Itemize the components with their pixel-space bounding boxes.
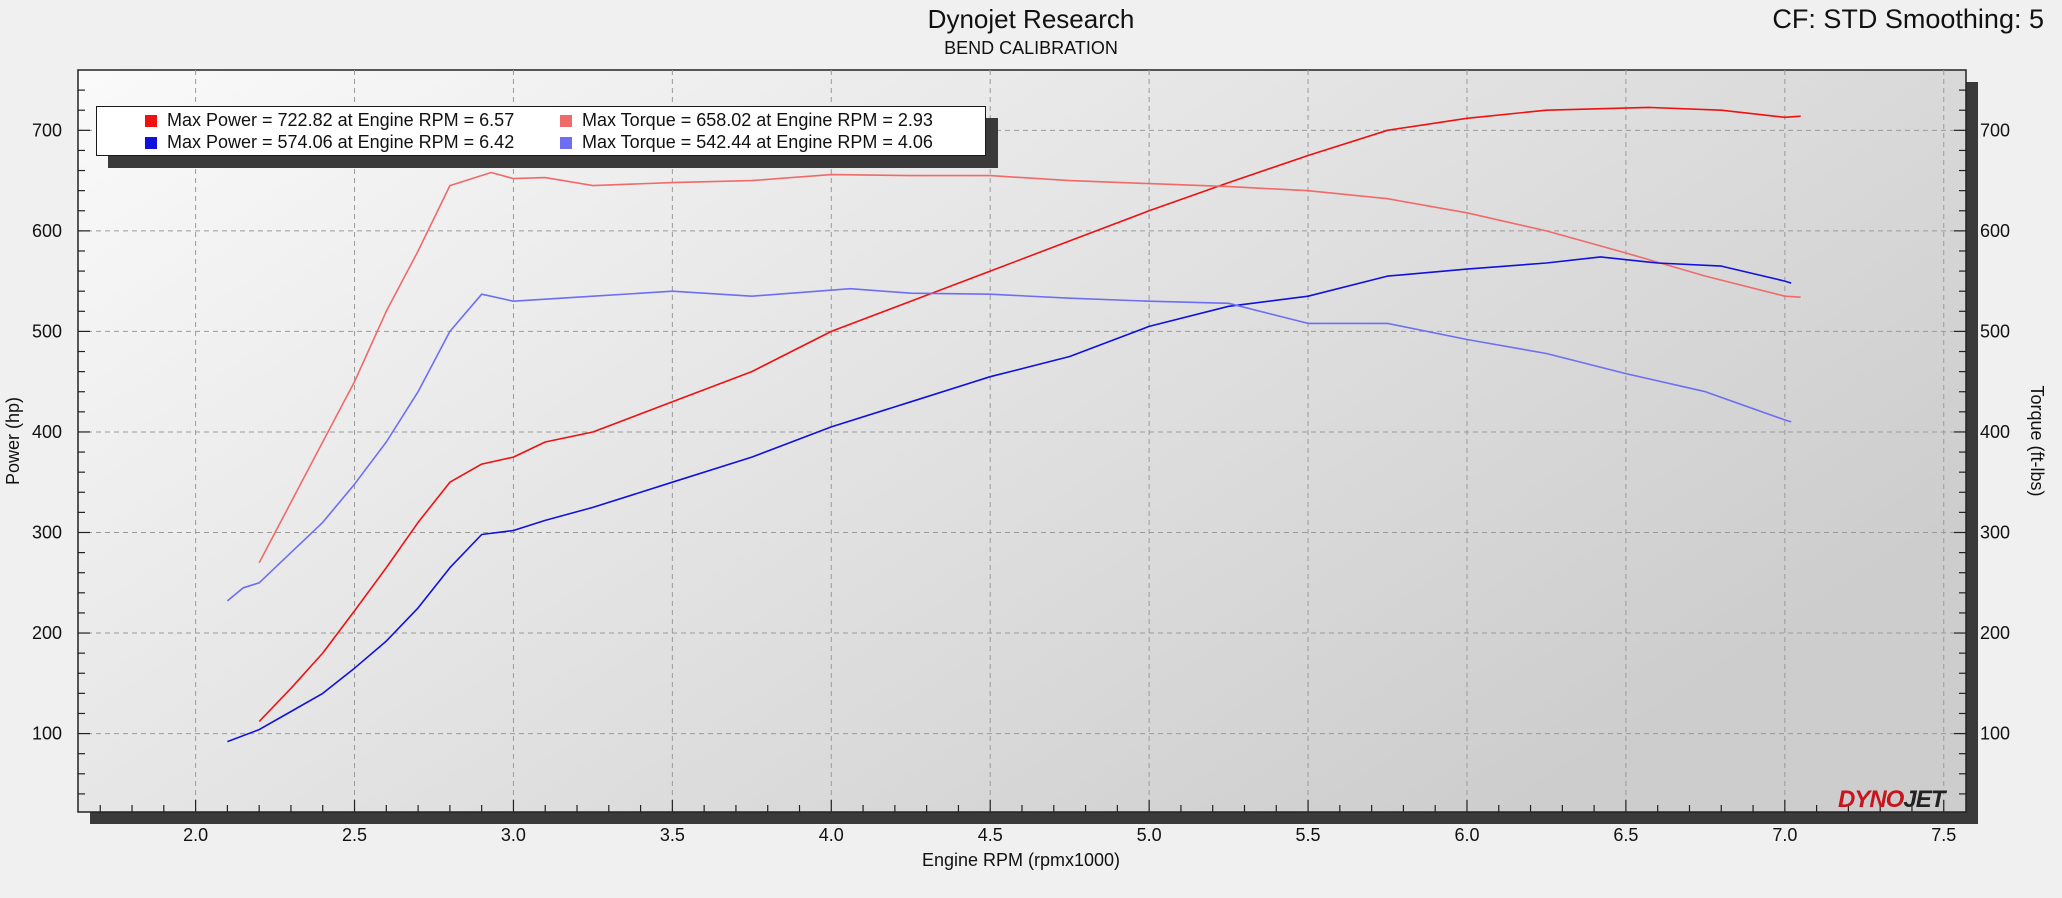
plot-area — [77, 69, 1967, 813]
legend-swatch — [145, 115, 157, 127]
legend-swatch — [560, 115, 572, 127]
legend-label: Max Power = 574.06 at Engine RPM = 6.42 — [167, 132, 515, 152]
x-tick-label: 7.0 — [1772, 825, 1797, 845]
y-tick-label: 700 — [32, 120, 62, 140]
x-axis-label: Engine RPM (rpmx1000) — [922, 850, 1120, 870]
y-tick-label: 300 — [32, 522, 62, 542]
y-tick-label: 200 — [32, 623, 62, 643]
correction-info: CF: STD Smoothing: 5 — [1772, 4, 2044, 34]
tick-labels: 2.0 2.5 3.0 3.5 4.0 4.5 5.0 5.5 6.0 6.5 7.0 7.5 100 2… — [32, 120, 2010, 845]
legend-item: Max Power = 722.82 at Engine RPM = 6.57 — [145, 109, 514, 131]
x-tick-label: 3.5 — [660, 825, 685, 845]
y2-tick-label: 700 — [1980, 120, 2010, 140]
chart-title: Dynojet Research — [927, 4, 1135, 34]
y-axis-label: Power (hp) — [3, 397, 23, 485]
legend-label: Max Power = 722.82 at Engine RPM = 6.57 — [167, 110, 515, 130]
dynojet-logo: DYNOJET — [1838, 786, 1945, 813]
legend-item: Max Power = 574.06 at Engine RPM = 6.42 — [145, 131, 514, 153]
x-tick-label: 2.0 — [183, 825, 208, 845]
x-tick-label: 4.5 — [978, 825, 1003, 845]
y2-tick-label: 300 — [1980, 522, 2010, 542]
x-tick-label: 6.0 — [1454, 825, 1479, 845]
y-tick-label: 100 — [32, 724, 62, 744]
x-tick-label: 2.5 — [342, 825, 367, 845]
y2-tick-label: 600 — [1980, 221, 2010, 241]
series-line-2 — [227, 256, 1792, 743]
y2-axis-label: Torque (ft-lbs) — [2027, 385, 2047, 496]
y2-tick-label: 500 — [1980, 321, 2010, 341]
y2-tick-label: 100 — [1980, 724, 2010, 744]
x-tick-label: 4.0 — [819, 825, 844, 845]
legend: Max Power = 722.82 at Engine RPM = 6.57 … — [96, 106, 986, 156]
legend-item: Max Torque = 658.02 at Engine RPM = 2.93 — [560, 109, 933, 131]
y2-tick-label: 400 — [1980, 422, 2010, 442]
y2-tick-label: 200 — [1980, 623, 2010, 643]
y-tick-label: 600 — [32, 221, 62, 241]
legend-item: Max Torque = 542.44 at Engine RPM = 4.06 — [560, 131, 933, 153]
x-tick-label: 3.0 — [501, 825, 526, 845]
legend-swatch — [145, 137, 157, 149]
x-tick-label: 6.5 — [1613, 825, 1638, 845]
y-tick-label: 400 — [32, 422, 62, 442]
legend-label: Max Torque = 658.02 at Engine RPM = 2.93 — [582, 110, 933, 130]
series-line-1 — [258, 171, 1801, 564]
series-line-0 — [258, 106, 1801, 723]
gridlines — [78, 70, 1966, 812]
legend-label: Max Torque = 542.44 at Engine RPM = 4.06 — [582, 132, 933, 152]
y-tick-label: 500 — [32, 321, 62, 341]
data-series — [226, 106, 1801, 743]
x-tick-label: 5.0 — [1137, 825, 1162, 845]
axis-ticks — [78, 89, 1966, 812]
legend-swatch — [560, 137, 572, 149]
x-tick-label: 5.5 — [1296, 825, 1321, 845]
series-line-3 — [226, 287, 1792, 602]
x-tick-label: 7.5 — [1931, 825, 1956, 845]
chart-subtitle: BEND CALIBRATION — [944, 38, 1118, 58]
